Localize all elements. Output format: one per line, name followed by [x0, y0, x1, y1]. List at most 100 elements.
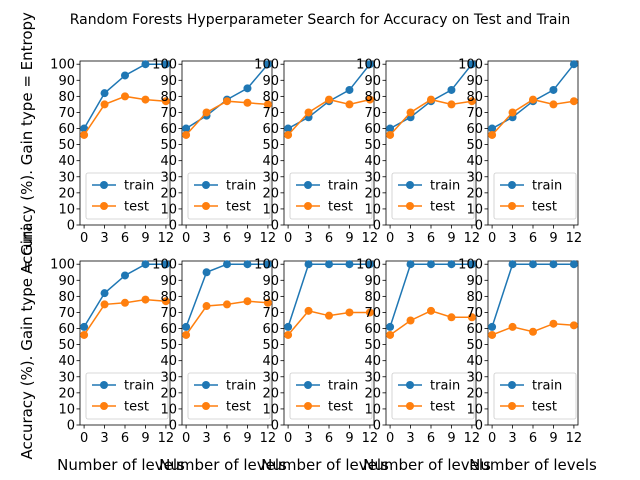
y-tick-label: 100: [356, 258, 381, 273]
y-tick-label: 30: [466, 170, 483, 185]
x-tick-label: 6: [325, 431, 333, 446]
legend-label-test: test: [124, 400, 149, 415]
y-tick-label: 100: [356, 58, 381, 73]
legend-label-train: train: [124, 179, 154, 194]
y-tick-label: 80: [466, 90, 483, 105]
y-tick-label: 70: [262, 306, 279, 321]
y-tick-label: 90: [364, 274, 381, 289]
data-point-test: [141, 95, 150, 104]
legend-label-test: test: [226, 400, 251, 415]
data-point-test: [569, 321, 578, 330]
legend-label-train: train: [328, 379, 358, 394]
data-point-train: [529, 260, 537, 269]
data-point-train: [569, 60, 578, 69]
y-tick-label: 60: [364, 122, 381, 137]
x-tick-label: 12: [260, 431, 277, 446]
y-tick-label: 90: [58, 274, 75, 289]
y-tick-label: 40: [262, 154, 279, 169]
legend-marker-test: [304, 402, 312, 410]
data-point-train: [447, 85, 456, 94]
y-tick-label: 70: [160, 306, 177, 321]
y-tick-label: 90: [262, 74, 279, 89]
y-tick-label: 0: [271, 419, 279, 434]
legend-label-test: test: [532, 400, 557, 415]
data-point-test: [427, 306, 435, 315]
x-tick-label: 6: [121, 231, 129, 246]
y-tick-label: 100: [458, 58, 483, 73]
y-tick-label: 30: [58, 170, 75, 185]
legend-marker-train: [202, 381, 210, 389]
y-tick-label: 90: [262, 274, 279, 289]
y-tick-label: 80: [58, 90, 75, 105]
x-tick-label: 12: [566, 431, 583, 446]
data-point-test: [202, 302, 211, 311]
data-point-test: [386, 330, 395, 339]
x-axis-label-col-3: Number of levels: [363, 456, 491, 474]
y-tick-label: 60: [466, 322, 483, 337]
data-point-test: [223, 97, 231, 106]
data-point-test: [304, 108, 313, 117]
x-tick-label: 0: [284, 231, 292, 246]
y-tick-label: 60: [58, 322, 75, 337]
y-tick-label: 90: [466, 74, 483, 89]
x-tick-label: 0: [386, 431, 394, 446]
y-axis-label-top-row: Accuracy (%). Gain type = Entropy: [18, 12, 36, 274]
legend: train test: [85, 172, 169, 220]
y-tick-label: 100: [50, 258, 75, 273]
data-point-test: [325, 95, 333, 104]
y-tick-label: 40: [160, 154, 177, 169]
y-tick-label: 80: [262, 290, 279, 305]
y-tick-label: 20: [160, 186, 177, 201]
legend-marker-train: [100, 381, 108, 389]
data-point-train: [365, 60, 374, 69]
y-tick-label: 20: [58, 386, 75, 401]
y-tick-label: 100: [152, 58, 177, 73]
y-tick-label: 60: [262, 122, 279, 137]
legend-marker-train: [508, 181, 516, 189]
y-tick-label: 40: [364, 154, 381, 169]
x-tick-label: 3: [202, 231, 210, 246]
data-point-train: [121, 271, 129, 280]
data-point-test: [100, 300, 109, 309]
x-tick-label: 12: [362, 231, 379, 246]
legend-marker-test: [406, 202, 414, 210]
data-point-train: [263, 60, 272, 69]
data-point-test: [386, 130, 395, 139]
y-tick-label: 10: [364, 202, 381, 217]
x-tick-label: 9: [243, 231, 251, 246]
y-tick-label: 60: [364, 322, 381, 337]
legend-label-test: test: [124, 200, 149, 215]
x-tick-label: 9: [549, 431, 557, 446]
x-tick-label: 3: [406, 231, 414, 246]
y-tick-label: 40: [262, 354, 279, 369]
x-tick-label: 0: [488, 431, 496, 446]
legend-label-train: train: [430, 179, 460, 194]
y-tick-label: 70: [466, 306, 483, 321]
legend: train test: [493, 172, 577, 220]
y-tick-label: 30: [364, 170, 381, 185]
x-tick-label: 12: [464, 231, 481, 246]
legend-marker-test: [406, 402, 414, 410]
data-point-train: [406, 260, 415, 269]
data-point-train: [508, 260, 517, 269]
data-point-test: [80, 130, 89, 139]
x-tick-label: 3: [508, 231, 516, 246]
x-axis-label-col-4: Number of levels: [469, 456, 597, 474]
data-point-test: [467, 97, 476, 106]
y-tick-label: 50: [262, 138, 279, 153]
legend: train test: [289, 172, 373, 220]
y-tick-label: 10: [160, 202, 177, 217]
data-point-test: [80, 330, 89, 339]
legend-marker-train: [202, 181, 210, 189]
x-tick-label: 0: [80, 231, 88, 246]
y-tick-label: 40: [466, 354, 483, 369]
x-tick-label: 0: [182, 431, 190, 446]
data-point-test: [447, 313, 456, 322]
data-point-test: [549, 100, 558, 109]
y-tick-label: 80: [58, 290, 75, 305]
data-point-train: [80, 124, 89, 133]
y-tick-label: 30: [262, 170, 279, 185]
data-point-test: [141, 295, 150, 304]
